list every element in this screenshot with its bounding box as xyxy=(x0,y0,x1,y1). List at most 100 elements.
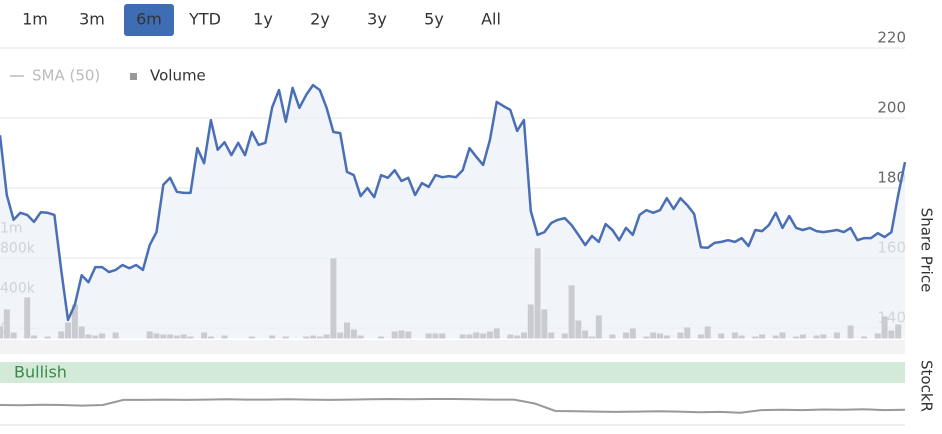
range-button[interactable]: YTD xyxy=(188,10,221,29)
volume-bar xyxy=(480,333,487,339)
volume-bar xyxy=(378,336,385,339)
range-button[interactable]: All xyxy=(481,10,501,29)
volume-bar xyxy=(561,333,568,339)
volume-bar xyxy=(704,326,711,339)
volume-bar xyxy=(493,328,500,339)
volume-bar xyxy=(221,335,228,339)
volume-bar xyxy=(697,334,704,339)
volume-bar xyxy=(24,297,31,339)
legend-item[interactable]: Volume xyxy=(150,67,206,85)
legend-item[interactable]: SMA (50) xyxy=(32,67,100,85)
volume-bar xyxy=(85,334,92,339)
volume-bar xyxy=(99,333,106,339)
volume-bar xyxy=(643,336,650,339)
volume-bar xyxy=(847,325,854,339)
volume-bar xyxy=(793,336,800,339)
volume-bar xyxy=(71,304,78,339)
volume-bar xyxy=(459,334,466,339)
stockrank-label: Bullish xyxy=(14,363,67,382)
volume-bar xyxy=(248,336,255,339)
range-button[interactable]: 6m xyxy=(136,10,162,29)
volume-bar xyxy=(874,333,881,339)
volume-bar xyxy=(759,334,766,339)
bullish-band xyxy=(0,362,905,383)
volume-bar xyxy=(173,335,180,339)
volume-bar xyxy=(772,335,779,339)
range-button[interactable]: 1m xyxy=(22,10,48,29)
volume-bar xyxy=(663,335,670,339)
volume-bar xyxy=(738,335,745,339)
volume-bar xyxy=(507,334,514,339)
range-button[interactable]: 1y xyxy=(253,10,273,29)
volume-bar xyxy=(575,320,582,339)
volume-bar xyxy=(316,336,323,339)
volume-bar xyxy=(269,335,276,339)
range-button[interactable]: 3m xyxy=(79,10,105,29)
volume-bar xyxy=(718,333,725,339)
volume-bar xyxy=(391,331,398,339)
volume-bar xyxy=(344,322,351,339)
volume-bar xyxy=(187,336,194,339)
volume-bar xyxy=(779,332,786,339)
volume-bar xyxy=(813,335,820,339)
volume-bar xyxy=(146,331,153,339)
volume-bar xyxy=(595,315,602,339)
volume-bar xyxy=(310,335,317,339)
stockrank-title: StockR xyxy=(918,360,936,412)
volume-bar xyxy=(881,316,888,339)
volume-bar xyxy=(439,333,446,339)
volume-bar xyxy=(78,326,85,339)
pane-separator xyxy=(0,340,905,354)
volume-bar xyxy=(357,335,364,339)
range-button[interactable]: 3y xyxy=(367,10,387,29)
volume-bar xyxy=(425,333,432,339)
volume-bar xyxy=(582,330,589,339)
volume-bar xyxy=(153,333,160,339)
volume-bar xyxy=(895,324,902,339)
volume-bar xyxy=(180,334,187,339)
y-tick-label: 220 xyxy=(877,29,906,47)
volume-bar xyxy=(160,334,167,339)
legend-symbol xyxy=(130,73,137,80)
volume-bar xyxy=(405,331,412,339)
volume-bar xyxy=(609,334,616,339)
volume-bar xyxy=(527,304,534,339)
volume-bar xyxy=(65,322,72,339)
volume-bar xyxy=(684,327,691,339)
volume-bar xyxy=(861,336,868,339)
stockrank-line xyxy=(0,397,906,414)
volume-bar xyxy=(167,334,174,339)
y-tick-label: 200 xyxy=(877,99,906,117)
volume-bar xyxy=(44,336,51,339)
volume-bar xyxy=(0,326,3,339)
volume-bar xyxy=(888,330,895,339)
volume-bar xyxy=(486,331,493,339)
y-tick-label: 180 xyxy=(877,169,906,187)
volume-bar xyxy=(629,328,636,339)
range-button[interactable]: 2y xyxy=(310,10,330,29)
volume-bar xyxy=(588,336,595,339)
volume-bar xyxy=(323,334,330,339)
volume-bar xyxy=(10,332,17,339)
volume-bar xyxy=(799,334,806,339)
volume-bar xyxy=(330,258,337,339)
volume-bar xyxy=(466,334,473,339)
volume-bar xyxy=(623,332,630,339)
volume-bar xyxy=(520,332,527,339)
volume-bar xyxy=(207,336,214,339)
volume-bar xyxy=(201,332,208,339)
volume-bar xyxy=(350,329,357,339)
volume-bar xyxy=(112,332,119,339)
range-button[interactable]: 5y xyxy=(424,10,444,29)
volume-bar xyxy=(398,330,405,339)
volume-bar xyxy=(31,335,38,339)
volume-bar xyxy=(650,332,657,339)
volume-bar xyxy=(657,333,664,339)
volume-bar xyxy=(58,331,65,339)
volume-bar xyxy=(731,332,738,339)
volume-bar xyxy=(92,335,99,339)
y-axis-title: Share Price xyxy=(918,208,936,293)
volume-bar xyxy=(534,248,541,339)
volume-bar xyxy=(514,335,521,339)
